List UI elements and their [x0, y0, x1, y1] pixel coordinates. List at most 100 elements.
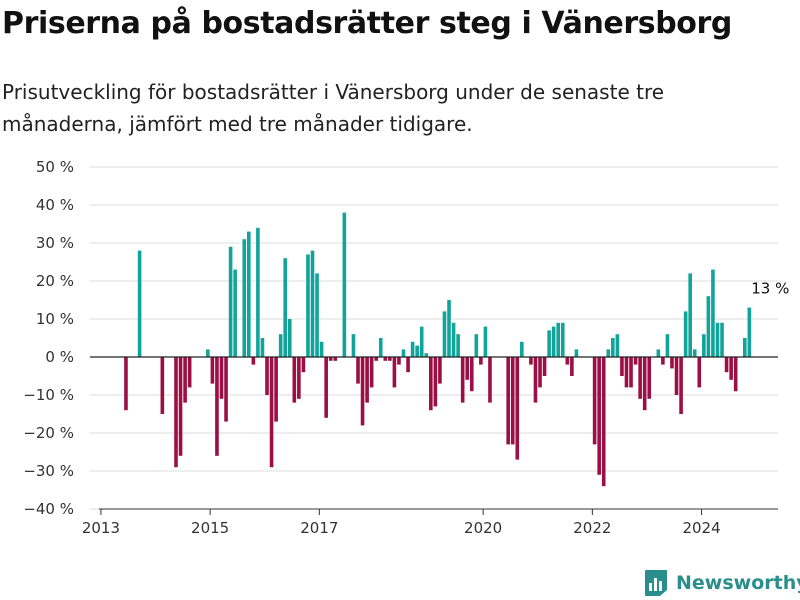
bar	[328, 357, 333, 361]
bar	[392, 357, 397, 388]
bar	[570, 357, 574, 376]
bar	[356, 357, 360, 384]
bar	[688, 273, 692, 357]
bar	[283, 258, 288, 357]
bar	[633, 357, 638, 365]
bar	[124, 357, 128, 411]
bar	[515, 357, 520, 460]
bars	[124, 212, 752, 487]
bar	[292, 357, 297, 403]
bar	[256, 227, 260, 357]
bar	[160, 357, 165, 414]
bar	[647, 357, 652, 399]
bar	[715, 322, 720, 357]
bar	[742, 338, 747, 357]
bar	[415, 345, 419, 357]
bar	[510, 357, 515, 445]
bar	[269, 357, 274, 468]
bar	[456, 334, 460, 357]
bar	[219, 357, 224, 399]
bar	[251, 357, 256, 365]
bar	[592, 357, 597, 445]
y-tick-label: 0 %	[45, 348, 74, 366]
brand-name: Newsworthy	[676, 572, 800, 594]
bar	[438, 357, 442, 384]
bar	[401, 349, 406, 357]
bar	[601, 357, 606, 487]
bar	[529, 357, 533, 365]
bar	[324, 357, 328, 418]
bar	[733, 357, 738, 392]
bar	[538, 357, 542, 388]
bar	[706, 296, 711, 357]
bar	[665, 334, 670, 357]
newsworthy-brand: Newsworthy	[644, 568, 800, 598]
bar	[406, 357, 410, 373]
bar	[178, 357, 183, 456]
bar	[469, 357, 474, 392]
bar	[460, 357, 465, 403]
bar	[429, 357, 433, 411]
y-tick-label: −20 %	[23, 424, 74, 442]
bar	[215, 357, 219, 456]
bar	[447, 300, 451, 357]
newsworthy-logo-icon	[645, 570, 667, 596]
bar	[183, 357, 187, 403]
bar	[474, 334, 479, 357]
bar	[233, 269, 237, 357]
bar	[597, 357, 601, 475]
bar	[483, 326, 488, 357]
bar	[556, 322, 561, 357]
y-tick-label: 10 %	[36, 310, 74, 328]
bar	[638, 357, 642, 399]
gridlines	[90, 166, 778, 510]
x-tick-label: 2024	[682, 519, 720, 537]
bar	[520, 341, 524, 357]
bar	[683, 311, 688, 357]
bar	[388, 357, 392, 361]
bar	[729, 357, 733, 380]
bar	[560, 322, 565, 357]
bar	[711, 269, 715, 357]
y-tick-label: 30 %	[36, 234, 74, 252]
x-tick-label: 2013	[82, 519, 120, 537]
x-tick-label: 2022	[573, 519, 611, 537]
bar	[187, 357, 192, 388]
bar	[397, 357, 401, 365]
last-value-annotation: 13 %	[751, 280, 789, 298]
bar	[265, 357, 269, 395]
bar	[310, 250, 315, 357]
bar	[365, 357, 369, 403]
bar	[451, 322, 456, 357]
bar	[383, 357, 388, 361]
bar	[174, 357, 178, 468]
bar	[747, 307, 752, 357]
bar	[274, 357, 278, 422]
y-tick-label: −10 %	[23, 386, 74, 404]
bar	[315, 273, 319, 357]
y-tick-label: 40 %	[36, 196, 74, 214]
y-axis-ticks: −40 % −30 % −20 % −10 % 0 % 10 % 20 % 30 % 40 % 5…	[23, 158, 74, 518]
bar	[670, 357, 674, 369]
bar	[247, 231, 251, 357]
bar	[419, 326, 424, 357]
bar	[301, 357, 306, 373]
bar	[488, 357, 492, 403]
bar	[724, 357, 729, 373]
bar	[297, 357, 301, 399]
bar	[697, 357, 702, 388]
bar	[606, 349, 611, 357]
bar	[611, 338, 615, 357]
bar	[228, 246, 233, 357]
bar	[306, 254, 310, 357]
bar	[242, 239, 247, 357]
bar	[369, 357, 374, 388]
bar	[542, 357, 547, 376]
x-tick-label: 2017	[300, 519, 338, 537]
bar	[615, 334, 620, 357]
bar	[465, 357, 470, 380]
bar	[565, 357, 570, 365]
bar	[278, 334, 283, 357]
bar	[410, 341, 415, 357]
x-tick-label: 2020	[464, 519, 502, 537]
